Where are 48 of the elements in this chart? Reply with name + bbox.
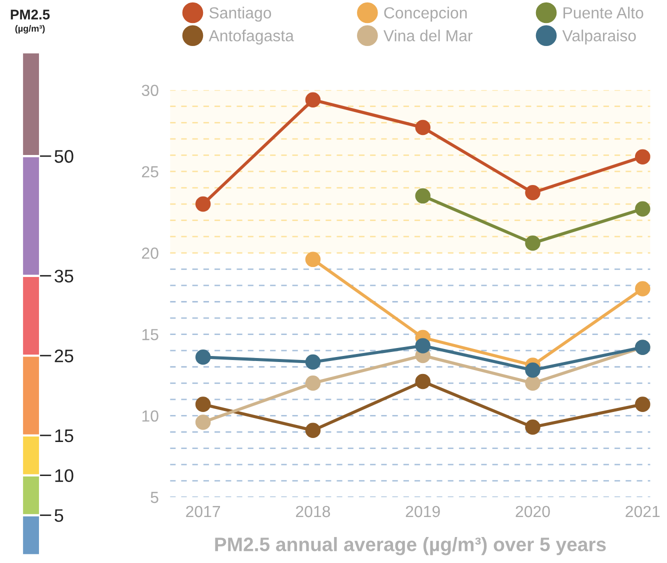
y-tick-label: 25 (142, 166, 158, 178)
legend-label: Valparaiso (562, 30, 636, 45)
point (195, 349, 211, 365)
point (634, 396, 650, 412)
legend-label: Puente Alto (564, 6, 644, 18)
y-tick-label: 20 (142, 248, 158, 259)
y-tick-label: 5 (150, 492, 158, 504)
x-axis-title: PM2.5 annual average (µg/m³) over 5 years (215, 537, 606, 556)
point (305, 354, 321, 370)
point (305, 376, 321, 391)
point (634, 149, 650, 164)
chart-subtitle: (µg/m³) (15, 25, 45, 34)
x-tick-label: 2017 (186, 506, 220, 518)
chart-title: PM2.5 (10, 10, 50, 20)
y-tick-label: 30 (142, 84, 158, 96)
point (415, 374, 430, 390)
point (305, 252, 321, 268)
point (525, 376, 540, 391)
point (415, 188, 430, 204)
point (634, 201, 650, 217)
y-tick-label: 25 (54, 350, 74, 362)
y-tick-label: 35 (54, 270, 74, 283)
point (525, 419, 540, 435)
point (195, 396, 211, 412)
legend-label: Antofagasta (208, 30, 294, 45)
point (195, 196, 211, 212)
y-tick-label: 10 (142, 410, 158, 422)
x-tick-label: 2021 (626, 506, 660, 518)
point (525, 362, 540, 378)
point (525, 185, 540, 200)
legend-label: Santiago (209, 6, 272, 22)
point (415, 338, 430, 354)
point (305, 422, 321, 438)
y-tick-label: 15 (55, 430, 74, 442)
legend-label: Vina del Mar (383, 30, 473, 42)
y-tick-label: 5 (54, 509, 64, 522)
y-tick-label: 15 (142, 329, 158, 340)
legend-label: Concepcion (384, 6, 467, 22)
point (305, 92, 321, 108)
y-tick-label: 50 (54, 150, 74, 163)
point (525, 235, 540, 251)
x-tick-label: 2018 (296, 506, 330, 518)
x-tick-label: 2020 (516, 506, 550, 518)
point (634, 281, 650, 296)
point (195, 414, 211, 430)
point (415, 120, 430, 136)
x-tick-label: 2019 (406, 506, 440, 518)
y-tick-label: 10 (55, 469, 74, 482)
